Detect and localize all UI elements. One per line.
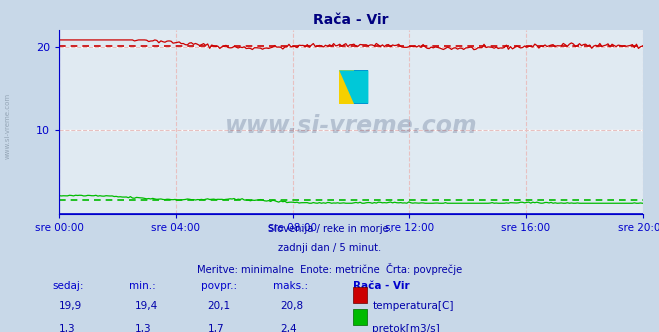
Text: Meritve: minimalne  Enote: metrične  Črta: povprečje: Meritve: minimalne Enote: metrične Črta:… — [197, 263, 462, 275]
Text: povpr.:: povpr.: — [201, 281, 237, 290]
Text: zadnji dan / 5 minut.: zadnji dan / 5 minut. — [278, 243, 381, 253]
Text: min.:: min.: — [129, 281, 156, 290]
Text: 19,4: 19,4 — [135, 301, 158, 311]
Text: 19,9: 19,9 — [59, 301, 82, 311]
Text: 1,3: 1,3 — [59, 324, 76, 332]
Text: 20,8: 20,8 — [280, 301, 303, 311]
FancyBboxPatch shape — [339, 70, 354, 104]
Title: Rača - Vir: Rača - Vir — [313, 13, 389, 27]
FancyBboxPatch shape — [354, 70, 368, 104]
Text: www.si-vreme.com: www.si-vreme.com — [5, 93, 11, 159]
Text: Rača - Vir: Rača - Vir — [353, 281, 409, 290]
Text: 1,3: 1,3 — [135, 324, 152, 332]
Text: 2,4: 2,4 — [280, 324, 297, 332]
Polygon shape — [339, 70, 368, 104]
Text: maks.:: maks.: — [273, 281, 308, 290]
Text: 20,1: 20,1 — [208, 301, 231, 311]
Text: pretok[m3/s]: pretok[m3/s] — [372, 324, 440, 332]
Text: temperatura[C]: temperatura[C] — [372, 301, 454, 311]
Text: 1,7: 1,7 — [208, 324, 224, 332]
Text: sedaj:: sedaj: — [53, 281, 84, 290]
Text: www.si-vreme.com: www.si-vreme.com — [225, 114, 477, 138]
Text: Slovenija / reke in morje.: Slovenija / reke in morje. — [268, 224, 391, 234]
